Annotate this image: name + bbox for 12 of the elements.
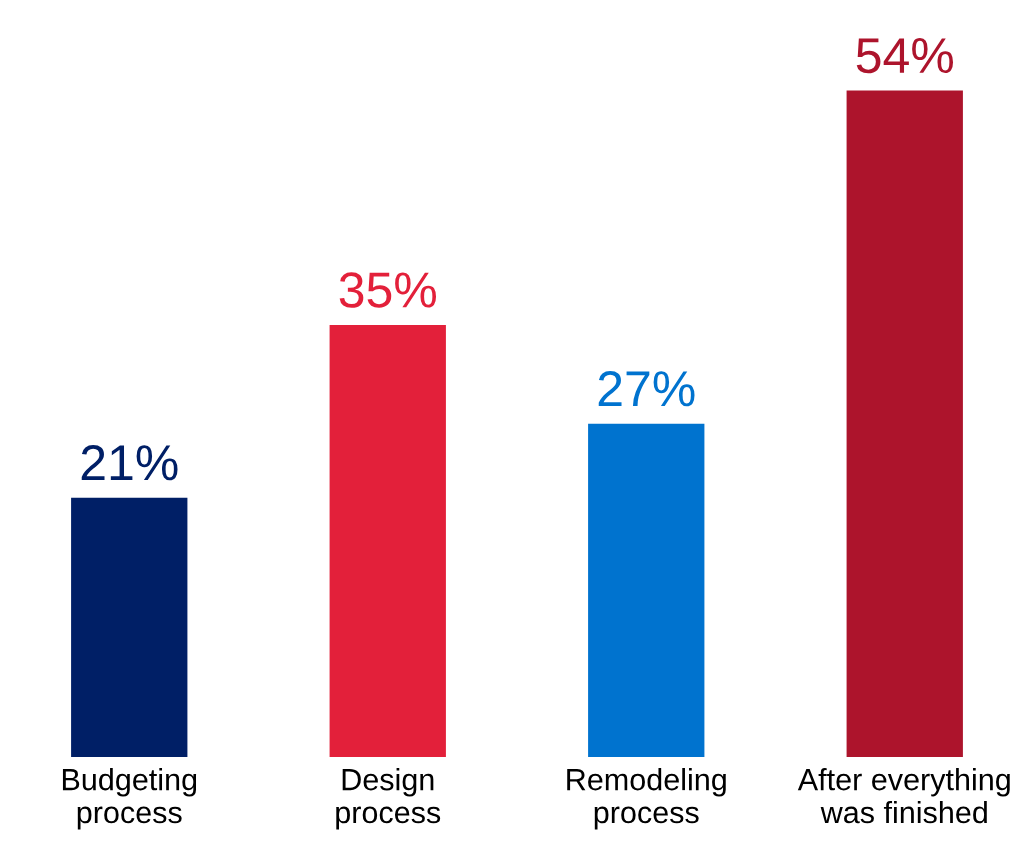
x-tick-label: Budgeting process (62, 767, 197, 830)
data-label: 54% (856, 38, 954, 74)
data-label: 27% (598, 371, 695, 407)
x-tick-label: Remodeling process (567, 767, 726, 830)
data-label: 35% (339, 272, 437, 308)
x-tick-label: After everything was finished (797, 767, 1010, 824)
bar (71, 497, 188, 757)
bar (329, 325, 446, 757)
x-tick-label: Design process (336, 767, 441, 830)
bar (588, 423, 705, 757)
bar (846, 90, 963, 757)
data-label: 21% (81, 445, 178, 481)
